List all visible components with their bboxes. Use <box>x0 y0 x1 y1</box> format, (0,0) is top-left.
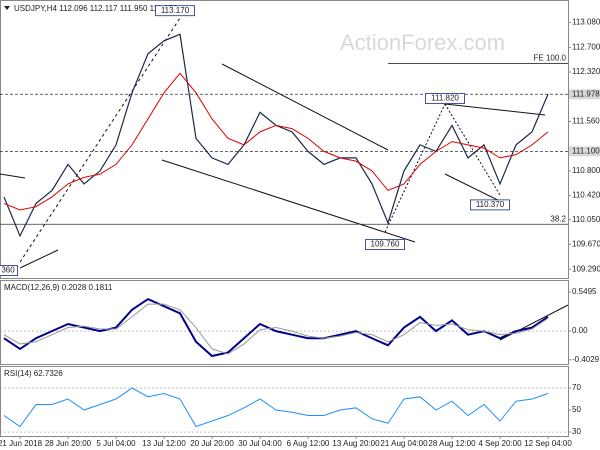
x-tick-label: 13 Aug 20:00 <box>332 439 380 448</box>
y-tick-label: 110.800 <box>572 166 600 175</box>
y-tick-label: 109.290 <box>572 264 600 273</box>
rsi-line <box>3 387 549 428</box>
price-panel <box>0 0 569 279</box>
level-label: FE 100.0 <box>534 54 567 63</box>
y-tick-label: 109.670 <box>572 240 600 249</box>
price-tag <box>569 146 600 157</box>
price-tag-label: 111.100 <box>572 146 600 155</box>
x-tick-label: 13 Jul 12:00 <box>142 439 186 448</box>
annotation-box <box>0 265 18 276</box>
x-tick-label: 30 Jul 04:00 <box>238 439 282 448</box>
price-tag-label: 111.978 <box>572 89 600 98</box>
annotation-label: 110.370 <box>476 200 505 209</box>
trend-line <box>444 103 501 196</box>
y-tick-label: 0.00 <box>572 326 588 335</box>
ema-line <box>3 72 549 211</box>
macd-line <box>3 297 549 358</box>
macd-title: MACD(12,26,9) 0.2028 0.1811 <box>4 283 113 292</box>
trend-line <box>19 17 181 263</box>
trend-line <box>221 63 389 151</box>
annotation-label: 360 <box>1 266 15 275</box>
annotation-label: 113.170 <box>161 6 190 15</box>
trend-line <box>19 249 59 269</box>
signal-line <box>3 303 549 355</box>
x-tick-label: 4 Sep 20:00 <box>478 439 522 448</box>
y-tick-label: 0.5495 <box>572 287 597 296</box>
rsi-panel <box>0 366 569 437</box>
x-tick-label: 5 Jul 04:00 <box>96 439 136 448</box>
price-tag <box>569 89 600 100</box>
annotation-box <box>470 199 510 211</box>
x-tick-label: 21 Jun 2018 <box>0 439 43 448</box>
annotation-label: 111.820 <box>431 94 459 103</box>
y-tick-label: 110.050 <box>572 215 600 224</box>
trend-lines <box>0 17 569 341</box>
x-tick-label: 6 Aug 12:00 <box>287 439 330 448</box>
y-tick-label: 111.560 <box>572 117 600 126</box>
title-icon <box>4 6 10 10</box>
annotation-box <box>365 239 405 250</box>
y-tick-label: 113.080 <box>572 18 600 27</box>
y-tick-label: 110.420 <box>572 191 600 200</box>
watermark: ActionForex.com <box>340 30 505 55</box>
trend-line <box>444 103 546 116</box>
y-tick-label: -0.4029 <box>572 355 600 364</box>
y-tick-label: 70 <box>572 383 581 392</box>
trend-line <box>384 103 446 233</box>
x-tick-label: 21 Aug 04:00 <box>380 439 428 448</box>
chart-title: USDJPY,H4 112.096 112.117 111.950 111.97… <box>14 4 178 13</box>
x-tick-label: 28 Aug 12:00 <box>428 439 476 448</box>
x-tick-label: 28 Jun 20:00 <box>45 439 92 448</box>
annotation-box <box>155 5 195 17</box>
macd-panel <box>0 280 569 365</box>
level-label: 38.2 <box>550 214 566 223</box>
annotation-label: 109.760 <box>371 240 400 249</box>
x-tick-label: 12 Sep 04:00 <box>524 439 572 448</box>
y-tick-label: 112.700 <box>572 42 600 51</box>
y-tick-label: 30 <box>572 427 581 436</box>
rsi-title: RSI(14) 62.7326 <box>4 369 63 378</box>
trend-line <box>0 173 26 179</box>
annotation-box <box>425 93 465 104</box>
y-tick-label: 50 <box>572 405 581 414</box>
x-tick-label: 20 Jul 20:00 <box>190 439 234 448</box>
y-tick-label: 112.320 <box>572 67 600 76</box>
trend-line <box>161 159 416 243</box>
